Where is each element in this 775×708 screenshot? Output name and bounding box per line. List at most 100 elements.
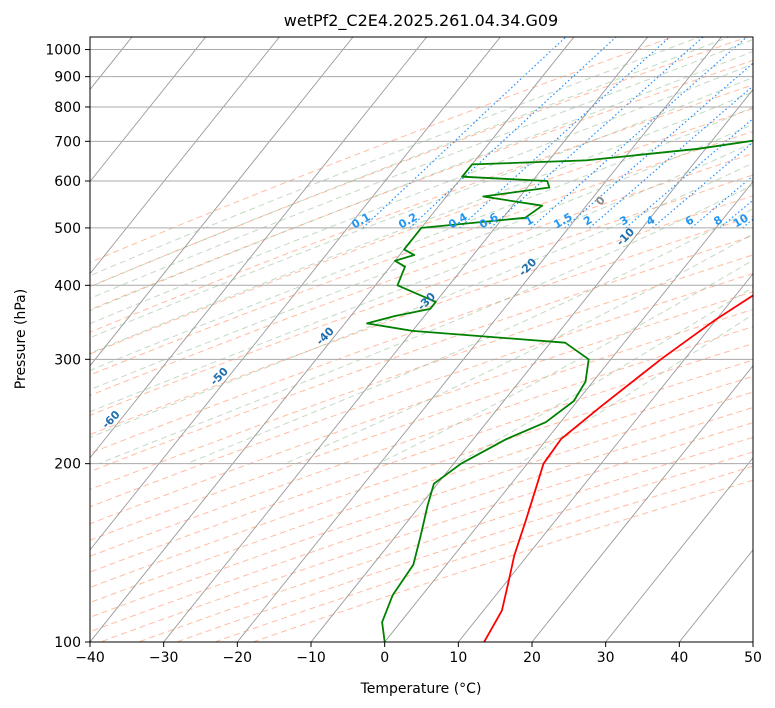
chart-title: wetPf2_C2E4.2025.261.04.34.G09 xyxy=(284,11,558,31)
moist-adiabat-line xyxy=(90,63,753,325)
isotherm-line xyxy=(310,88,753,642)
dry-adiabat-line xyxy=(90,391,753,618)
moist-adiabat-line xyxy=(186,208,753,465)
mixing-ratio-label: 2 xyxy=(581,213,594,228)
isotherm-line xyxy=(90,37,575,642)
isotherm-line xyxy=(90,37,428,459)
moist-adiabats xyxy=(90,37,753,465)
x-axis-ticks: −40 −30 −20 −10 0 10 20 30 40 50 xyxy=(75,642,762,666)
mixing-ratio-lines xyxy=(362,25,775,229)
dry-adiabat-line xyxy=(90,195,753,436)
dry-adiabat-line xyxy=(90,343,753,573)
plot-area: 0.10.20.40.611.52346810131620253036-100-… xyxy=(0,25,775,642)
x-tick-label: −10 xyxy=(296,650,326,666)
mixing-ratio-label: 8 xyxy=(712,213,725,228)
moist-adiabat-line xyxy=(90,50,753,312)
isotherm-line xyxy=(457,272,753,642)
y-tick-label: 300 xyxy=(54,352,81,368)
dry-adiabat-line xyxy=(90,37,675,263)
moist-adiabat-line xyxy=(90,123,753,391)
x-tick-label: 30 xyxy=(597,650,615,666)
x-tick-label: 0 xyxy=(380,650,389,666)
x-tick-label: −30 xyxy=(149,650,179,666)
x-tick-label: 20 xyxy=(523,650,541,666)
mixing-ratio-line xyxy=(770,25,775,228)
isotherm-line xyxy=(90,37,354,367)
y-tick-label: 1000 xyxy=(45,43,81,59)
isotherm-line xyxy=(236,37,722,642)
dry-adiabat-label: -10 xyxy=(614,225,637,248)
mixing-ratio-label: 4 xyxy=(644,213,657,228)
moist-adiabat-line xyxy=(90,142,753,413)
mixing-ratio-line xyxy=(362,37,567,229)
x-axis-label: Temperature (°C) xyxy=(360,681,482,697)
moist-adiabat-line xyxy=(284,233,753,465)
moist-adiabat-line xyxy=(90,37,731,288)
y-axis-label: Pressure (hPa) xyxy=(13,289,29,389)
line-labels: 0.10.20.40.611.52346810131620253036-100-… xyxy=(0,193,775,479)
temperature-line xyxy=(483,294,753,642)
isotherm-line xyxy=(531,365,753,642)
dry-adiabat-line xyxy=(90,359,753,588)
x-tick-label: 50 xyxy=(744,650,762,666)
moist-adiabat-line xyxy=(90,162,753,438)
dry-adiabat-line xyxy=(90,59,753,311)
dry-adiabat-line xyxy=(90,272,753,508)
moist-adiabat-line xyxy=(90,37,701,277)
dry-adiabats xyxy=(90,37,753,642)
mixing-ratio-line xyxy=(409,37,617,229)
x-tick-label: −20 xyxy=(223,650,253,666)
moist-adiabat-line xyxy=(90,76,753,339)
mixing-ratio-line xyxy=(530,37,748,229)
dry-adiabat-label: -70 xyxy=(0,456,11,479)
x-tick-label: 40 xyxy=(670,650,688,666)
plot-frame xyxy=(89,36,754,643)
moist-adiabat-line xyxy=(90,106,753,371)
moist-adiabat-line xyxy=(518,313,753,465)
y-axis-ticks: 100 200 300 400 500 600 700 800 900 1000 xyxy=(45,43,90,651)
dry-adiabat-label: -30 xyxy=(415,290,438,313)
moist-adiabat-line xyxy=(90,91,753,354)
y-tick-label: 100 xyxy=(54,635,81,651)
isotherm-line xyxy=(90,37,280,275)
dry-adiabat-line xyxy=(137,436,753,642)
mixing-ratio-line xyxy=(652,141,753,229)
isotherm-line xyxy=(163,37,649,642)
dry-adiabat-line xyxy=(90,308,753,541)
dewpoint-line xyxy=(366,139,753,642)
isobars xyxy=(90,49,753,642)
data-series xyxy=(366,139,753,642)
x-tick-label: −40 xyxy=(75,650,105,666)
isotherm-line xyxy=(605,457,753,642)
moist-adiabat-line xyxy=(377,259,753,465)
dry-adiabat-line xyxy=(90,130,753,376)
isotherms xyxy=(0,37,753,642)
isotherm-line xyxy=(678,549,753,642)
x-tick-label: 10 xyxy=(449,650,467,666)
isotherm-line xyxy=(90,37,207,183)
y-tick-label: 500 xyxy=(54,221,81,237)
dry-adiabat-line xyxy=(90,152,753,396)
moist-adiabat-line xyxy=(98,184,753,465)
dry-adiabat-line xyxy=(175,451,753,642)
dry-adiabat-label: -60 xyxy=(99,408,122,431)
y-tick-label: 400 xyxy=(54,278,81,294)
isotherm-line xyxy=(0,37,58,642)
y-tick-label: 800 xyxy=(54,100,81,116)
mixing-ratio-line xyxy=(690,175,753,229)
dry-adiabat-line xyxy=(251,479,753,642)
y-tick-label: 200 xyxy=(54,457,81,473)
dry-adiabat-line xyxy=(90,84,753,333)
dry-adiabat-line xyxy=(98,422,753,642)
y-tick-label: 900 xyxy=(54,70,81,86)
mixing-ratio-label: 13 xyxy=(758,211,775,230)
mixing-ratio-line xyxy=(490,37,704,229)
isotherm-line xyxy=(90,37,501,551)
dry-adiabat-line xyxy=(90,235,753,473)
moist-adiabat-line xyxy=(90,38,753,299)
isotherm-line xyxy=(384,180,753,642)
y-tick-label: 700 xyxy=(54,134,81,150)
y-tick-label: 600 xyxy=(54,174,81,190)
isotherm-line xyxy=(752,641,753,642)
